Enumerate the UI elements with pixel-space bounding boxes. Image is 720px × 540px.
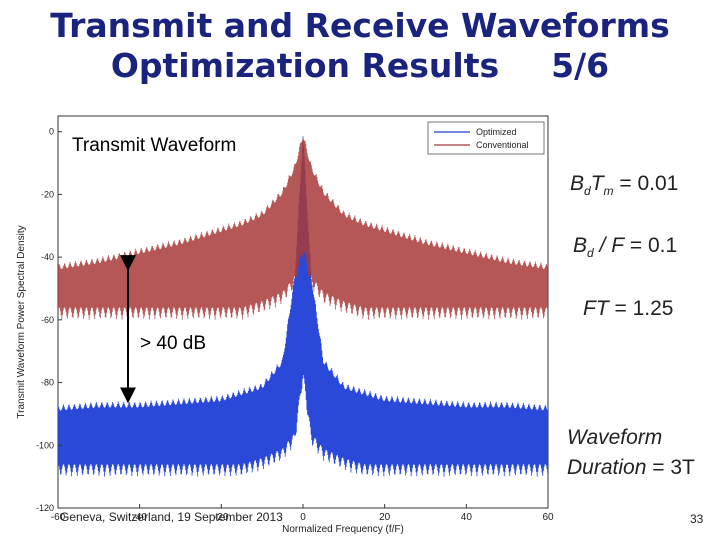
- plot-title: Transmit Waveform: [72, 135, 237, 156]
- formula-duration: Waveform Duration = 3T: [567, 426, 695, 479]
- y-tick-label: -20: [41, 189, 54, 199]
- slide-page-fraction: 5/6: [551, 46, 610, 85]
- legend-label-optimized: Optimized: [476, 127, 517, 137]
- slide-title-line2: Optimization Results 5/6: [0, 46, 720, 86]
- series-group: [58, 136, 548, 477]
- slide-title-line1: Transmit and Receive Waveforms: [50, 6, 670, 45]
- x-tick-label: 0: [300, 512, 306, 523]
- x-tick-label: 40: [461, 512, 473, 523]
- slide-title: Transmit and Receive Waveforms Optimizat…: [0, 6, 720, 86]
- y-tick-label: -120: [36, 503, 54, 513]
- page-number: 33: [690, 512, 704, 526]
- x-tick-label: 60: [542, 512, 554, 523]
- y-tick-label: 0: [49, 127, 54, 137]
- x-tick-label: -20: [214, 512, 229, 523]
- formula-bdtm: BdTm = 0.01: [570, 172, 679, 199]
- y-tick-label: -40: [41, 252, 54, 262]
- series-line-conventional: [58, 137, 548, 320]
- legend-box: [427, 121, 545, 155]
- series-line-optimized: [58, 136, 548, 477]
- legend-label-conventional: Conventional: [476, 140, 529, 150]
- y-tick-label: -60: [41, 315, 54, 325]
- x-axis-label: Normalized Frequency (f/F): [282, 524, 404, 535]
- x-tick-label: -60: [51, 512, 66, 523]
- y-axis-label: Transmit Waveform Power Spectral Density: [16, 225, 27, 418]
- y-tick-label: -80: [41, 378, 54, 388]
- x-tick-label: 20: [379, 512, 391, 523]
- y-tick-label: -100: [36, 440, 54, 450]
- slide-title-text: Optimization Results: [110, 46, 500, 85]
- gap-annotation: > 40 dB: [140, 333, 207, 354]
- formula-bdf: Bd / F = 0.1: [573, 234, 678, 261]
- x-tick-label: -40: [132, 512, 147, 523]
- formula-ft: FT = 1.25: [583, 297, 674, 320]
- footer-location: Geneva, Switzerland, 19 September 2013: [60, 510, 283, 524]
